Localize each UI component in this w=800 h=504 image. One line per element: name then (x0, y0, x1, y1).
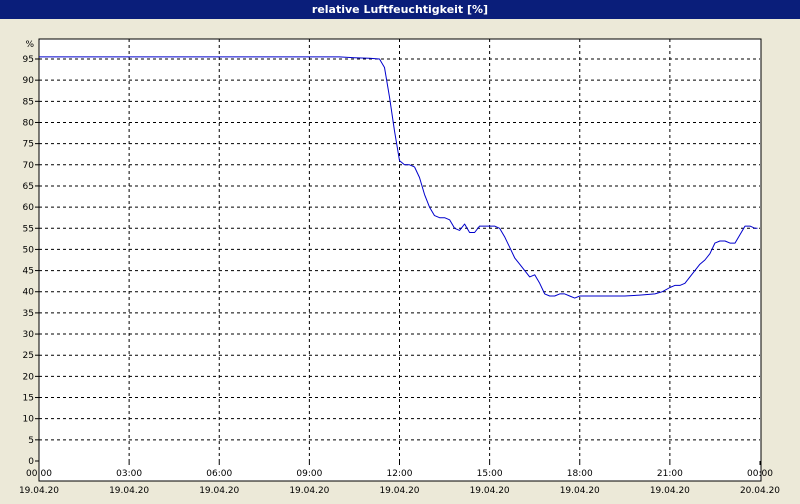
humidity-line-chart: %05101520253035404550556065707580859095 … (19, 38, 780, 496)
y-tick-label: 75 (23, 140, 34, 150)
x-tick-time-label: 12:00 (387, 469, 413, 479)
series-line-humidity (39, 56, 758, 299)
x-axis: 00:00 19.04.20 03:00 19.04.20 06:00 19.04.20 0… (19, 461, 780, 496)
x-tick-date-label: 19.04.20 (379, 486, 419, 496)
x-tick-date-label: 19.04.20 (19, 486, 59, 496)
y-tick-label: 35 (23, 309, 34, 319)
x-tick-date-label: 19.04.20 (470, 486, 510, 496)
y-tick-label: 90 (23, 76, 35, 86)
y-tick-label: 55 (23, 224, 34, 234)
x-tick-date-label: 19.04.20 (199, 486, 239, 496)
x-tick-date-label: 19.04.20 (650, 486, 690, 496)
y-tick-label: 80 (23, 118, 35, 128)
grid-lines (39, 39, 760, 461)
y-tick-label: 0 (28, 457, 34, 467)
x-tick-time-label: 00:00 (747, 469, 773, 479)
x-tick-time-label: 18:00 (567, 469, 593, 479)
chart-title: relative Luftfeuchtigkeit [%] (0, 0, 800, 19)
y-tick-label: 50 (23, 245, 35, 255)
y-tick-label: 5 (28, 436, 34, 446)
y-tick-label: 85 (23, 97, 34, 107)
x-tick-time-label: 15:00 (477, 469, 503, 479)
y-tick-label: 15 (23, 394, 34, 404)
x-tick-time-label: 06:00 (206, 469, 232, 479)
y-tick-label: 70 (23, 161, 35, 171)
x-tick-time-label: 21:00 (657, 469, 683, 479)
y-tick-label: 95 (23, 55, 34, 65)
y-tick-label: 40 (23, 288, 35, 298)
y-tick-label: 20 (23, 372, 35, 382)
x-tick-time-label: 00:00 (26, 469, 52, 479)
y-tick-label: 10 (23, 415, 35, 425)
y-axis: % 0 5 10 15 20 25 30 35 40 45 50 55 60 65 70 75 80 85 90 95 (23, 40, 39, 467)
x-tick-time-label: 09:00 (296, 469, 322, 479)
y-tick-label: 60 (23, 203, 35, 213)
y-tick-label: 25 (23, 351, 34, 361)
y-tick-label: 65 (23, 182, 34, 192)
x-tick-date-label: 19.04.20 (560, 486, 600, 496)
y-tick-label: 30 (23, 330, 35, 340)
chart-area: % 0 5 10 15 20 25 30 35 40 45 50 55 60 65 70 75 80 85 90 95 … (0, 19, 800, 500)
y-unit-label: % (25, 40, 34, 50)
x-tick-time-label: 03:00 (116, 469, 142, 479)
x-tick-date-label: 19.04.20 (109, 486, 149, 496)
x-tick-date-label: 20.04.20 (740, 486, 780, 496)
series-group (39, 56, 758, 299)
x-tick-date-label: 19.04.20 (289, 486, 329, 496)
y-tick-label: 45 (23, 267, 34, 277)
